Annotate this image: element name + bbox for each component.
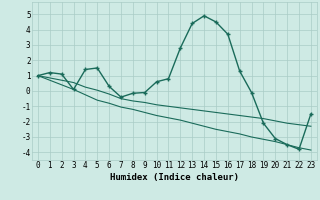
X-axis label: Humidex (Indice chaleur): Humidex (Indice chaleur): [110, 173, 239, 182]
